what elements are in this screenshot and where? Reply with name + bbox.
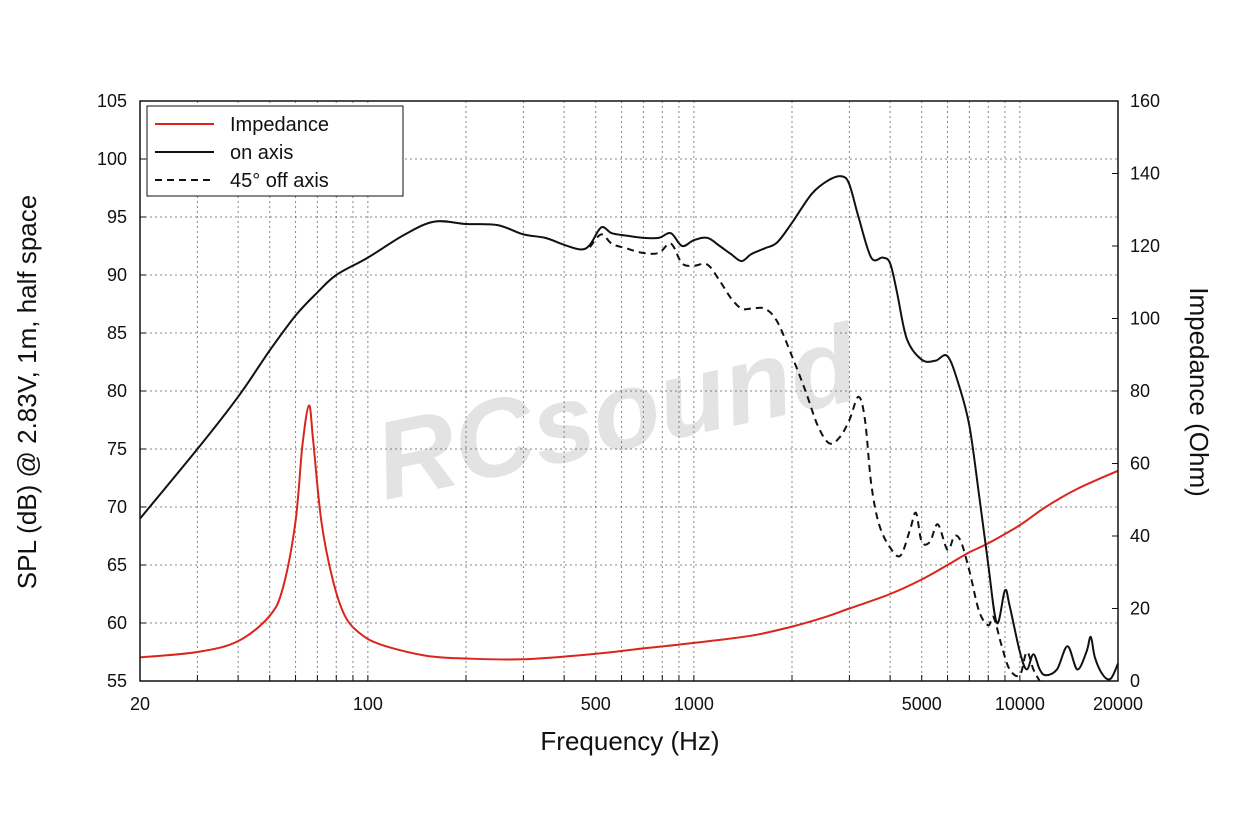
y-left-tick-label: 90	[107, 265, 127, 285]
y-right-tick-label: 80	[1130, 381, 1150, 401]
y-right-tick-label: 100	[1130, 309, 1160, 329]
x-tick-label: 10000	[995, 694, 1045, 714]
y-left-tick-label: 75	[107, 439, 127, 459]
watermark-logo: RCsound	[364, 301, 870, 524]
y-right-tick-label: 60	[1130, 454, 1150, 474]
y-right-tick-label: 0	[1130, 671, 1140, 691]
x-tick-label: 20	[130, 694, 150, 714]
y-left-tick-label: 65	[107, 555, 127, 575]
legend-label-impedance: Impedance	[230, 114, 329, 136]
y-left-tick-label: 70	[107, 497, 127, 517]
series-line-on-axis	[139, 175, 1119, 681]
x-tick-label: 5000	[902, 694, 942, 714]
y-left-tick-label: 100	[97, 149, 127, 169]
y-left-tick-label: 85	[107, 323, 127, 343]
y-left-tick-label: 55	[107, 671, 127, 691]
series-line-impedance	[139, 404, 1119, 661]
legend-label-off-axis: 45° off axis	[230, 170, 329, 192]
x-tick-label: 1000	[674, 694, 714, 714]
x-tick-label: 100	[353, 694, 383, 714]
y-right-tick-label: 40	[1130, 526, 1150, 546]
y-left-tick-label: 80	[107, 381, 127, 401]
x-tick-label: 500	[581, 694, 611, 714]
y-right-tick-label: 140	[1130, 164, 1160, 184]
y-right-tick-label: 160	[1130, 91, 1160, 111]
y-left-tick-label: 60	[107, 613, 127, 633]
watermark-text: RCsound	[364, 301, 870, 524]
legend: Impedance on axis 45° off axis	[146, 105, 404, 197]
axis-ticks: 20 100 500 1000 5000 10000 2000055606570758085…	[97, 91, 1160, 714]
y-left-tick-label: 95	[107, 207, 127, 227]
left-axis-title: SPL (dB) @ 2.83V, 1m, half space	[12, 195, 42, 589]
x-tick-label: 20000	[1093, 694, 1143, 714]
y-right-tick-label: 120	[1130, 236, 1160, 256]
x-axis-title: Frequency (Hz)	[540, 726, 719, 756]
grid	[140, 101, 1118, 681]
legend-label-on-axis: on axis	[230, 142, 293, 164]
series-lines	[139, 175, 1119, 682]
right-axis-title: Impedance (Ohm)	[1184, 287, 1214, 497]
series-line-45-off-axis	[589, 233, 1041, 682]
y-right-tick-label: 20	[1130, 599, 1150, 619]
y-left-tick-label: 105	[97, 91, 127, 111]
